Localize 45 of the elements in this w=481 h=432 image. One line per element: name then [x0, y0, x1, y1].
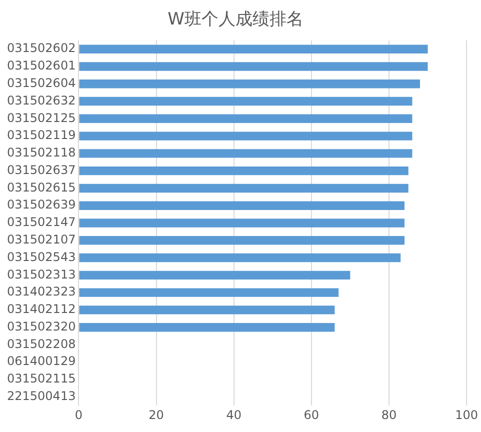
chart-title: W班个人成绩排名	[168, 10, 304, 30]
y-tick-label: 031502125	[6, 110, 76, 125]
bar	[79, 114, 412, 124]
y-tick-label: 031502118	[6, 146, 76, 160]
x-tick-label: 40	[226, 408, 242, 422]
bar	[79, 253, 401, 262]
bar	[79, 80, 420, 88]
x-tick-label: 80	[381, 408, 397, 422]
y-tick-label: 031502602	[6, 41, 76, 56]
x-tick-label: 0	[74, 408, 83, 422]
x-tick-label: 20	[148, 408, 164, 422]
bar	[79, 132, 412, 140]
bar	[79, 44, 428, 54]
bar	[79, 96, 412, 106]
x-tick-label: 100	[455, 408, 478, 422]
bar	[79, 166, 408, 176]
y-tick-label: 031402112	[6, 302, 76, 316]
bar	[79, 218, 404, 228]
bar	[79, 201, 404, 210]
x-tick-label: 60	[304, 408, 320, 422]
y-tick-label: 031402323	[6, 284, 76, 299]
y-tick-label: 031502632	[6, 93, 76, 108]
bar	[79, 62, 428, 71]
y-tick-label: 031502601	[6, 58, 76, 73]
y-tick-label: 031502639	[6, 198, 76, 212]
bar	[79, 306, 335, 314]
bar	[79, 288, 339, 297]
y-tick-label: 031502637	[6, 162, 76, 177]
y-tick-label: 031502147	[6, 215, 76, 230]
bar	[79, 270, 350, 280]
y-tick-label: 031502313	[6, 267, 76, 282]
y-tick-label: 031502208	[6, 336, 76, 351]
bar	[79, 236, 404, 245]
y-tick-label: 031502115	[6, 372, 76, 386]
bar	[79, 322, 335, 332]
y-tick-label: 221500413	[6, 389, 76, 404]
y-tick-label: 031502119	[6, 128, 76, 142]
y-tick-label: 031502320	[6, 319, 76, 334]
y-tick-label: 031502107	[6, 232, 76, 247]
y-tick-label: 061400129	[6, 354, 76, 368]
y-tick-label: 031502543	[6, 250, 76, 264]
y-tick-label: 031502604	[6, 76, 76, 90]
bar	[79, 184, 408, 193]
bar	[79, 149, 412, 158]
y-tick-label: 031502615	[6, 180, 76, 194]
